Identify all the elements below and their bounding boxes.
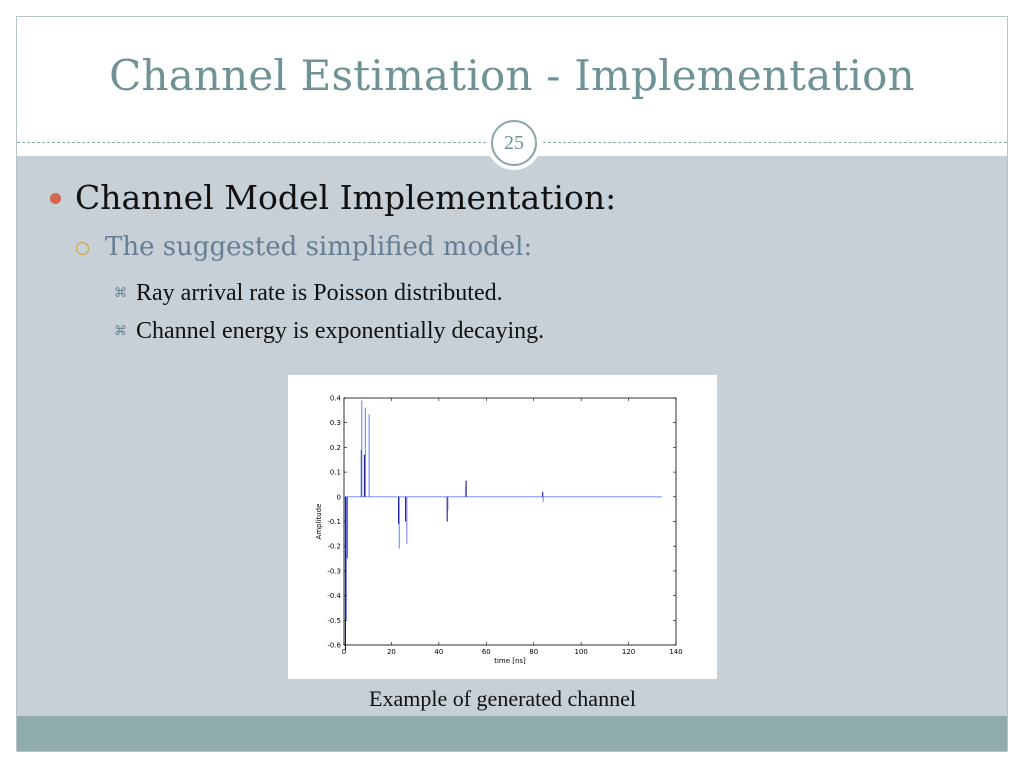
y-tick-label: 0.2 xyxy=(330,444,341,452)
page-number-badge: 25 xyxy=(487,116,541,170)
x-tick-label: 60 xyxy=(482,648,491,656)
y-tick-label: -0.5 xyxy=(327,617,341,625)
bullet-dot-icon xyxy=(50,193,61,204)
x-tick-label: 140 xyxy=(669,648,682,656)
plot-area xyxy=(343,397,677,646)
bullet-level2: The suggested simplified model: xyxy=(76,232,532,262)
x-axis-label: time [ns] xyxy=(494,657,526,665)
bullet-level3-item: ⌘ Ray arrival rate is Poisson distribute… xyxy=(114,280,503,307)
slide-title: Channel Estimation - Implementation xyxy=(109,51,915,100)
x-tick-label: 20 xyxy=(387,648,396,656)
x-tick-label: 40 xyxy=(434,648,443,656)
bullet-cross-icon: ⌘ xyxy=(114,324,127,339)
bullet-cross-icon: ⌘ xyxy=(114,286,127,301)
bullet-level2-text: The suggested simplified model: xyxy=(105,232,533,262)
footer-band xyxy=(17,716,1007,751)
bullet-level3-text: Ray arrival rate is Poisson distributed. xyxy=(136,280,503,306)
bullet-ring-icon xyxy=(76,241,89,255)
y-tick-label: -0.2 xyxy=(327,543,341,551)
slide-frame xyxy=(16,16,1008,752)
y-tick-label: 0.4 xyxy=(330,395,342,403)
page-number-ring: 25 xyxy=(491,120,537,166)
y-tick-label: -0.6 xyxy=(327,642,341,650)
channel-impulse-chart: 0.40.30.20.10-0.1-0.2-0.3-0.4-0.5-0.60 20… xyxy=(315,395,683,666)
y-axis-label: Amplitude xyxy=(315,504,323,540)
y-tick-label: 0 xyxy=(337,493,341,501)
y-tick-label: 0.1 xyxy=(330,469,341,477)
bullet-level3-text: Channel energy is exponentially decaying… xyxy=(136,318,545,344)
y-tick-label: 0.3 xyxy=(330,419,341,427)
figure-caption: Example of generated channel xyxy=(369,686,636,711)
y-tick-label: -0.1 xyxy=(327,518,341,526)
bullet-level1-text: Channel Model Implementation: xyxy=(75,178,617,217)
y-tick-label: -0.3 xyxy=(327,567,341,575)
channel-figure: 0.4 0.3 0.2 0.1 0 -0.1 -0.2 -0.3 -0.4 -0.5 -0.6 0 20… xyxy=(288,375,717,679)
x-tick-label: 120 xyxy=(622,648,635,656)
bullet-level3-item: ⌘ Channel energy is exponentially decayi… xyxy=(114,318,544,345)
bullet-level1: Channel Model Implementation: xyxy=(50,178,616,217)
x-tick-label: 80 xyxy=(529,648,538,656)
x-tick-label: 100 xyxy=(574,648,587,656)
y-tick-label: -0.4 xyxy=(327,592,341,600)
page-number: 25 xyxy=(504,132,524,154)
x-tick-label: 0 xyxy=(342,648,346,656)
